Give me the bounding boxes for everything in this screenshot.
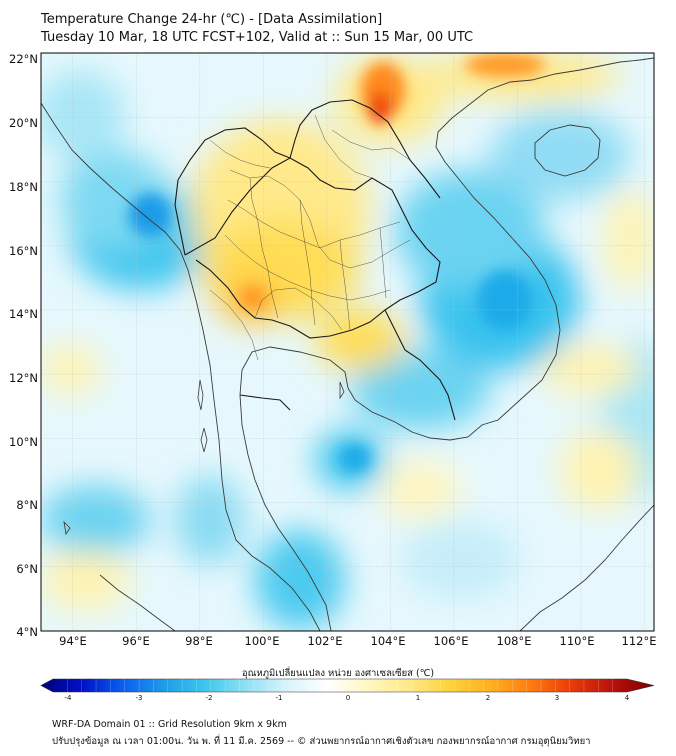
andaman-islands [63, 379, 345, 536]
colorbar-tick: 0 [345, 694, 351, 702]
lat-label-20: 20°N [9, 116, 38, 130]
lon-label-98: 98°E [185, 634, 213, 648]
colorbar-tick: -2 [205, 694, 213, 702]
province-borders [209, 114, 411, 361]
colorbar-tick: -3 [135, 694, 143, 702]
lat-label-8: 8°N [16, 498, 38, 512]
lon-label-112: 112°E [621, 634, 657, 648]
gulf-coastline [239, 57, 654, 631]
colorbar-tick: -4 [64, 694, 72, 702]
colorbar-bar [40, 678, 655, 693]
colorbar-label: อุณหภูมิเปลี่ยนแปลง หน่วย องศาเซลเซียส (… [241, 668, 435, 679]
lat-label-6: 6°N [16, 562, 38, 576]
footer-credit: ปรับปรุงข้อมูล ณ เวลา 01:00น. วัน พ. ที่… [52, 736, 591, 747]
lon-label-110: 110°E [559, 634, 595, 648]
lat-label-18: 18°N [9, 180, 38, 194]
chart-title: Temperature Change 24-hr (℃) - [Data Ass… [41, 12, 383, 27]
colorbar-tick: 1 [415, 694, 421, 702]
mainland-coastline [41, 102, 321, 631]
lat-label-16: 16°N [9, 244, 38, 258]
lat-label-4: 4°N [16, 625, 38, 639]
borneo-coast [519, 504, 654, 631]
field-hotspots [128, 53, 545, 472]
field-layer [41, 53, 654, 631]
lon-label-96: 96°E [122, 634, 150, 648]
country-borders [174, 99, 456, 421]
colorbar-tick: 4 [624, 694, 630, 702]
chart-subtitle: Tuesday 10 Mar, 18 UTC FCST+102, Valid a… [41, 30, 474, 45]
colorbar [40, 678, 655, 693]
plot-frame [40, 52, 655, 632]
lon-label-102: 102°E [307, 634, 343, 648]
lon-label-94: 94°E [59, 634, 87, 648]
lat-label-14: 14°N [9, 307, 38, 321]
sumatra-coast [99, 574, 176, 631]
colorbar-tick: -1 [275, 694, 283, 702]
geography-lines [41, 57, 654, 631]
lon-label-106: 106°E [433, 634, 469, 648]
lat-label-10: 10°N [9, 435, 38, 449]
lat-label-22: 22°N [9, 52, 38, 66]
field-blobs [41, 53, 654, 630]
hainan-island [534, 124, 601, 177]
lon-label-108: 108°E [496, 634, 532, 648]
colorbar-tick: 3 [554, 694, 560, 702]
lon-label-100: 100°E [244, 634, 280, 648]
footer-model-info: WRF-DA Domain 01 :: Grid Resolution 9km … [52, 719, 287, 730]
lat-label-12: 12°N [9, 371, 38, 385]
colorbar-tick: 2 [485, 694, 491, 702]
gridlines [41, 53, 654, 631]
lon-label-104: 104°E [370, 634, 406, 648]
